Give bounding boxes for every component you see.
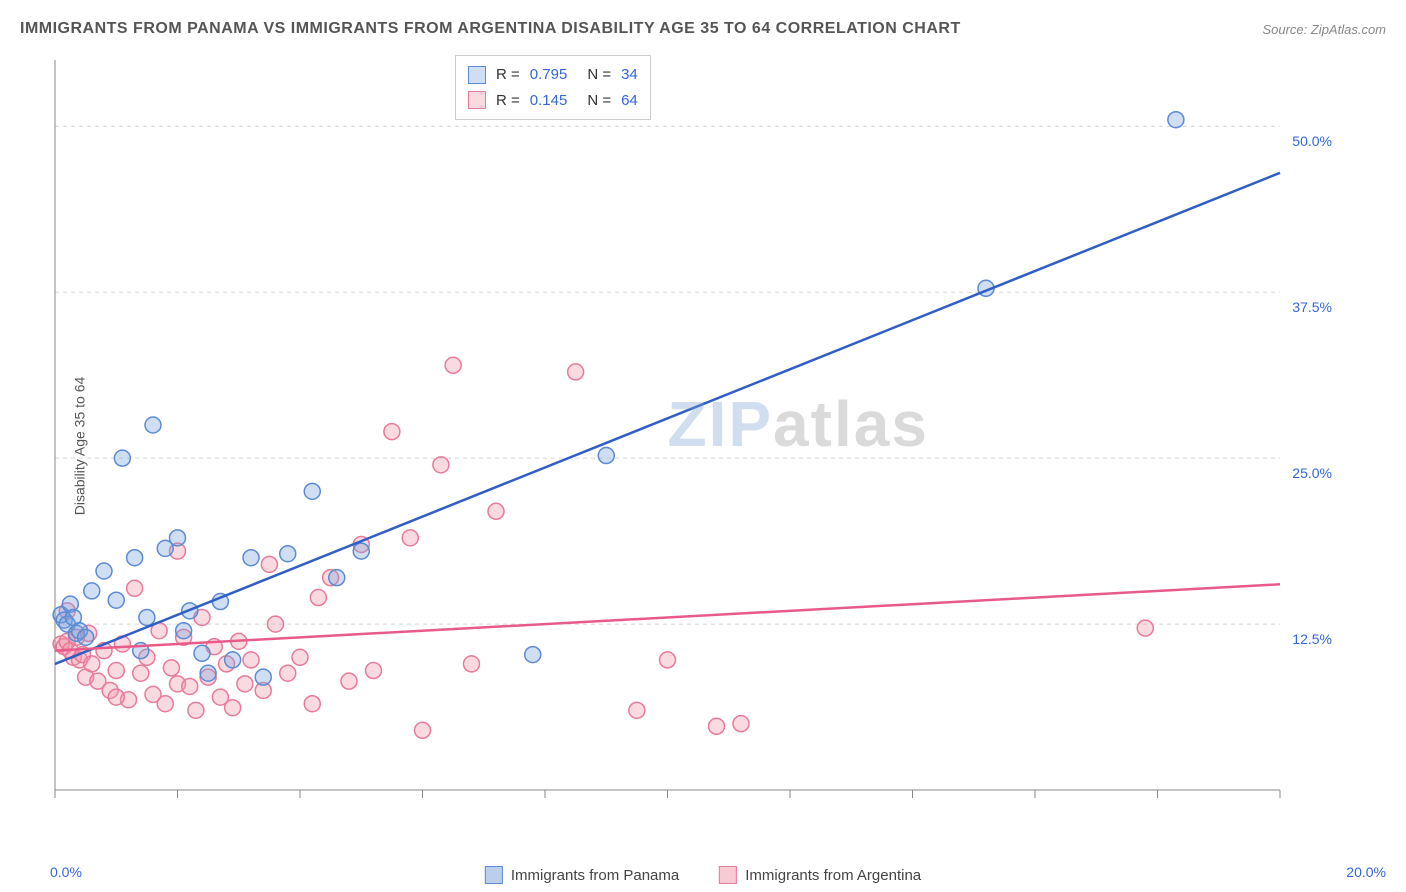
stats-row-argentina: R = 0.145 N = 64 <box>468 88 638 114</box>
x-axis-max-label: 20.0% <box>1346 864 1386 880</box>
y-tick-label: 25.0% <box>1292 465 1332 481</box>
series-legend: Immigrants from Panama Immigrants from A… <box>485 866 921 884</box>
swatch-argentina <box>468 91 486 109</box>
r-label: R = <box>496 88 520 114</box>
n-value-panama: 34 <box>621 62 638 88</box>
legend-label-panama: Immigrants from Panama <box>511 867 679 884</box>
y-tick-label: 12.5% <box>1292 631 1332 647</box>
x-axis-min-label: 0.0% <box>50 864 82 880</box>
scatter-chart-svg <box>50 50 1340 830</box>
y-tick-label: 50.0% <box>1292 133 1332 149</box>
n-value-argentina: 64 <box>621 88 638 114</box>
y-tick-label: 37.5% <box>1292 299 1332 315</box>
n-label: N = <box>587 62 611 88</box>
swatch-panama <box>468 66 486 84</box>
legend-swatch-panama <box>485 866 503 884</box>
stats-row-panama: R = 0.795 N = 34 <box>468 62 638 88</box>
correlation-stats-legend: R = 0.795 N = 34 R = 0.145 N = 64 <box>455 55 651 120</box>
legend-swatch-argentina <box>719 866 737 884</box>
chart-title: IMMIGRANTS FROM PANAMA VS IMMIGRANTS FRO… <box>20 20 961 38</box>
source-attribution: Source: ZipAtlas.com <box>1262 22 1386 37</box>
r-value-argentina: 0.145 <box>530 88 568 114</box>
n-label: N = <box>587 88 611 114</box>
chart-plot-area: ZIPatlas 12.5%25.0%37.5%50.0% <box>50 50 1340 830</box>
legend-label-argentina: Immigrants from Argentina <box>745 867 921 884</box>
r-label: R = <box>496 62 520 88</box>
r-value-panama: 0.795 <box>530 62 568 88</box>
legend-item-panama: Immigrants from Panama <box>485 866 679 884</box>
legend-item-argentina: Immigrants from Argentina <box>719 866 921 884</box>
